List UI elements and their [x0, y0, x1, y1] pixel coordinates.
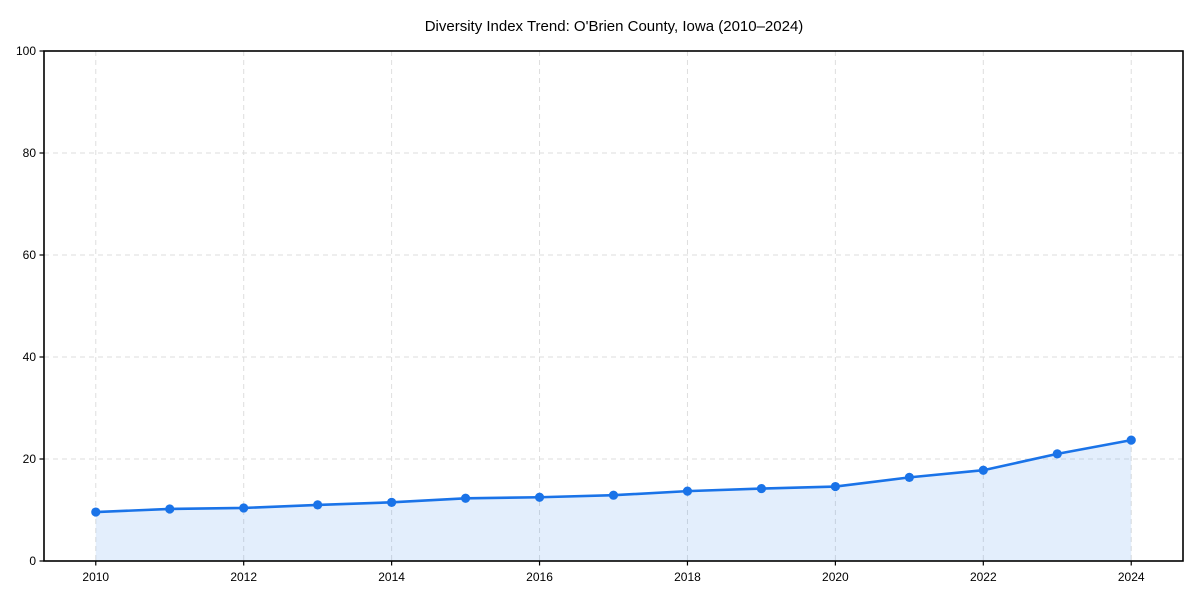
data-point-marker: [608, 490, 619, 500]
data-point-marker: [1126, 435, 1136, 445]
data-point-marker: [91, 507, 101, 517]
data-point-marker: [904, 472, 914, 482]
data-point-marker: [830, 481, 840, 492]
x-tick-label: 2014: [378, 570, 405, 584]
data-point-marker: [460, 493, 471, 503]
axis-layer: 2010 2012 2014 2016 2018 2020 2022 2024 0 20 40 60 8…: [16, 44, 1184, 584]
plot-border: [43, 50, 1184, 562]
data-point-marker: [239, 503, 249, 513]
y-tick-label: 0: [29, 554, 36, 568]
data-point-marker: [756, 483, 767, 494]
y-tick-label: 20: [23, 452, 37, 466]
area-fill: [95, 440, 1132, 561]
grid-layer: [44, 51, 1183, 561]
data-point-marker: [1052, 449, 1062, 459]
x-tick-label: 2022: [970, 570, 997, 584]
x-tick-label: 2024: [1118, 570, 1145, 584]
data-point-marker: [165, 504, 175, 514]
data-point-marker: [387, 497, 397, 507]
y-tick-label: 60: [23, 248, 37, 262]
data-point-marker: [978, 465, 988, 475]
y-tick-label: 100: [16, 44, 36, 58]
x-tick-label: 2010: [82, 570, 109, 584]
y-tick-label: 80: [23, 146, 37, 160]
data-point-marker: [313, 500, 323, 510]
chart-title: Diversity Index Trend: O'Brien County, I…: [425, 18, 804, 35]
x-tick-label: 2018: [674, 570, 701, 584]
data-point-marker: [682, 486, 693, 496]
x-tick-label: 2016: [526, 570, 553, 584]
y-tick-label: 40: [23, 350, 37, 364]
data-point-marker: [534, 492, 545, 502]
x-tick-label: 2020: [822, 570, 849, 584]
data-layer: [91, 435, 1136, 561]
x-tick-label: 2012: [230, 570, 257, 584]
